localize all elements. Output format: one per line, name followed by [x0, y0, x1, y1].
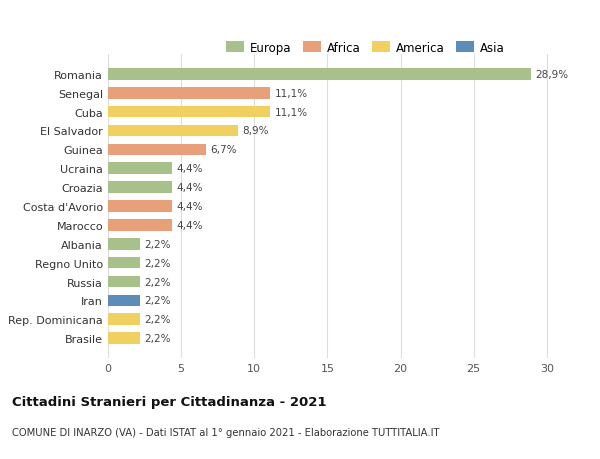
Text: 8,9%: 8,9% [242, 126, 269, 136]
Bar [108, 163, 172, 175]
Text: Cittadini Stranieri per Cittadinanza - 2021: Cittadini Stranieri per Cittadinanza - 2… [12, 395, 326, 408]
Bar [108, 314, 140, 325]
Text: 4,4%: 4,4% [177, 183, 203, 193]
Bar [108, 125, 238, 137]
Bar [108, 201, 172, 213]
Text: 2,2%: 2,2% [145, 333, 171, 343]
Text: 4,4%: 4,4% [177, 220, 203, 230]
Bar [108, 333, 140, 344]
Text: COMUNE DI INARZO (VA) - Dati ISTAT al 1° gennaio 2021 - Elaborazione TUTTITALIA.: COMUNE DI INARZO (VA) - Dati ISTAT al 1°… [12, 427, 439, 437]
Text: 4,4%: 4,4% [177, 164, 203, 174]
Text: 6,7%: 6,7% [211, 145, 237, 155]
Bar [108, 69, 530, 80]
Bar [108, 257, 140, 269]
Legend: Europa, Africa, America, Asia: Europa, Africa, America, Asia [221, 37, 509, 59]
Text: 11,1%: 11,1% [275, 89, 308, 99]
Bar [108, 276, 140, 288]
Bar [108, 106, 271, 118]
Bar [108, 88, 271, 99]
Bar [108, 219, 172, 231]
Text: 2,2%: 2,2% [145, 314, 171, 325]
Text: 28,9%: 28,9% [535, 70, 568, 80]
Text: 2,2%: 2,2% [145, 277, 171, 287]
Bar [108, 144, 206, 156]
Bar [108, 238, 140, 250]
Text: 2,2%: 2,2% [145, 239, 171, 249]
Text: 2,2%: 2,2% [145, 258, 171, 268]
Bar [108, 295, 140, 307]
Bar [108, 182, 172, 194]
Text: 11,1%: 11,1% [275, 107, 308, 118]
Text: 2,2%: 2,2% [145, 296, 171, 306]
Text: 4,4%: 4,4% [177, 202, 203, 212]
